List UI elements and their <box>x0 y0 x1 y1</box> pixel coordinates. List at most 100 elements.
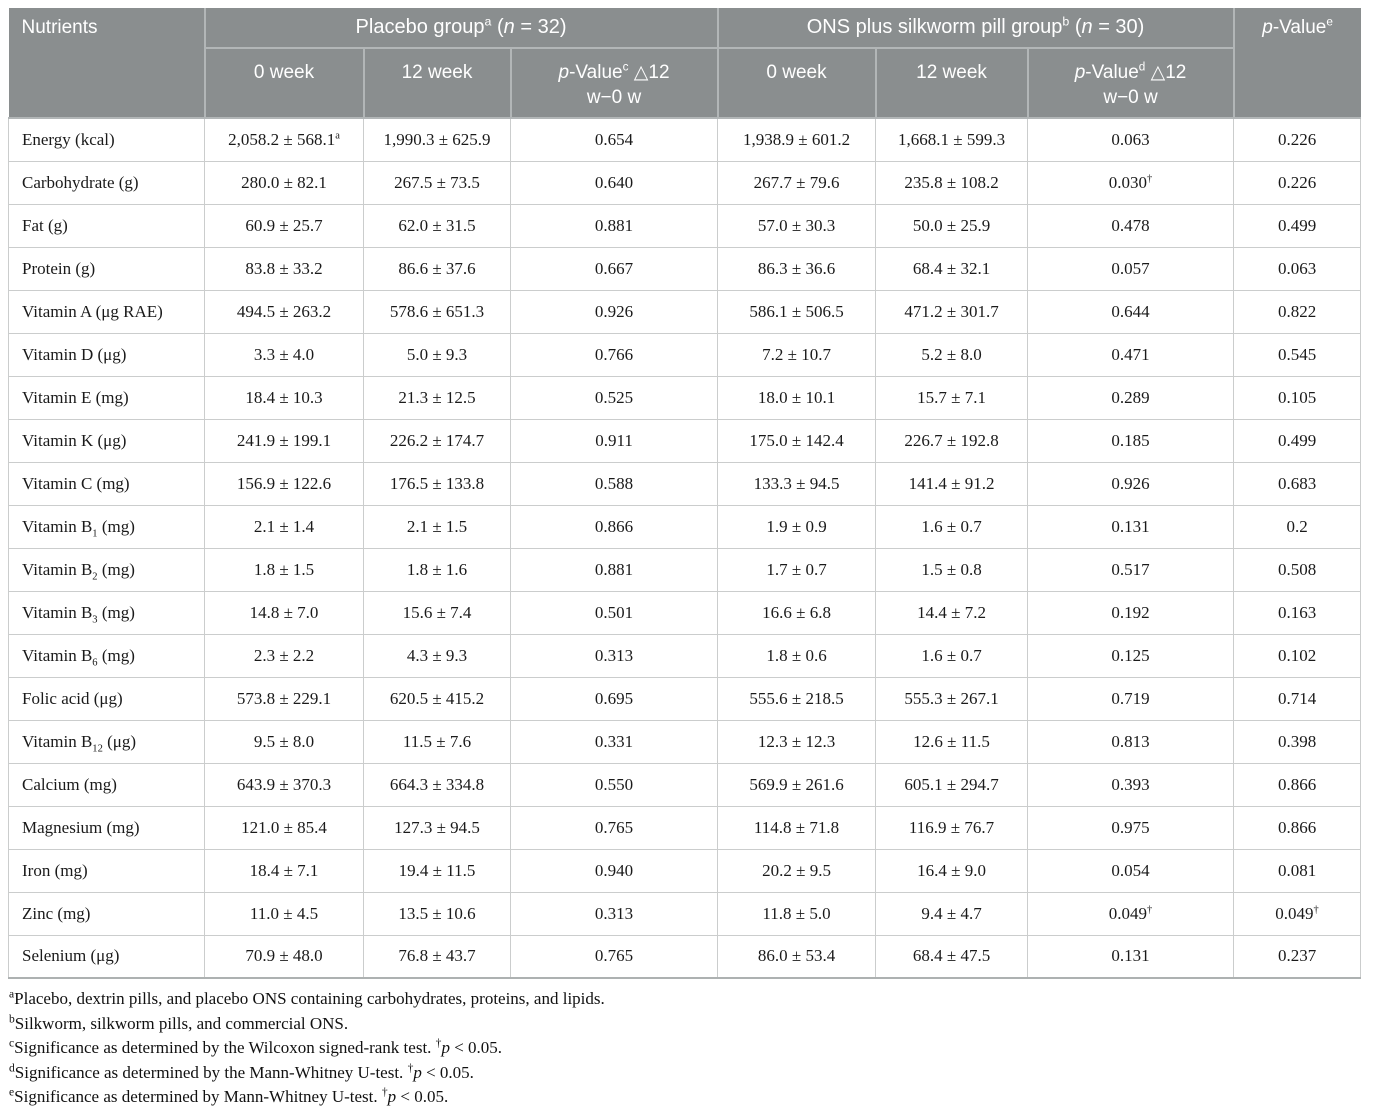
value-cell: 664.3 ± 334.8 <box>363 762 511 807</box>
value-cell: 15.6 ± 7.4 <box>363 590 511 635</box>
table-row: Folic acid (μg) 573.8 ± 229.1 620.5 ± 415.… <box>8 676 1362 721</box>
value-cell: 226.2 ± 174.7 <box>363 418 511 463</box>
value-cell: 267.5 ± 73.5 <box>363 160 511 205</box>
value-cell: 156.9 ± 122.6 <box>204 461 364 506</box>
header-pvalue-overall: p-Valuee <box>1232 8 1361 119</box>
table-row: Vitamin D (μg) 3.3 ± 4.0 5.0 ± 9.3 0.766 7.2… <box>8 332 1362 377</box>
footnote-marker: a <box>9 987 15 1001</box>
value-cell: 0.049† <box>1233 891 1362 936</box>
subheader-line1: 0 week <box>719 60 875 85</box>
nutrient-label: Folic acid (μg) <box>8 676 205 721</box>
value-cell: 0.766 <box>509 332 719 377</box>
value-cell: 4.3 ± 9.3 <box>363 633 511 678</box>
subheader-line2: w−0 w <box>1103 87 1158 108</box>
value-cell: 0.714 <box>1233 676 1362 721</box>
value-cell: 16.4 ± 9.0 <box>875 848 1029 893</box>
value-cell: 50.0 ± 25.9 <box>875 203 1029 248</box>
value-cell: 0.654 <box>509 117 719 162</box>
footnote-marker: e <box>9 1085 15 1099</box>
header-nutrients-label: Nutrients <box>21 17 98 38</box>
value-cell: 18.4 ± 7.1 <box>204 848 364 893</box>
subheader-0week-ons: 0 week <box>716 47 877 119</box>
subheader-line1: p-Valuec △12 <box>512 60 717 85</box>
value-cell: 121.0 ± 85.4 <box>204 805 364 850</box>
value-cell: 0.550 <box>509 762 719 807</box>
footnote-c: cSignificance as determined by the Wilco… <box>9 1036 1360 1061</box>
table-row: Energy (kcal) 2,058.2 ± 568.1a 1,990.3 ± 6… <box>8 117 1362 162</box>
table-row: Fat (g) 60.9 ± 25.7 62.0 ± 31.5 0.881 57.0 ±… <box>8 203 1362 248</box>
value-cell: 86.0 ± 53.4 <box>717 934 877 979</box>
subheader-12week-ons: 12 week <box>874 47 1029 119</box>
group-placebo-count: = 32) <box>514 16 567 38</box>
footnote-b: bSilkworm, silkworm pills, and commercia… <box>9 1012 1360 1037</box>
value-cell: 9.4 ± 4.7 <box>875 891 1029 936</box>
footnote-marker: d <box>9 1060 15 1074</box>
value-cell: 0.640 <box>509 160 719 205</box>
value-cell: 0.588 <box>509 461 719 506</box>
table-row: Vitamin K (μg) 241.9 ± 199.1 226.2 ± 174.7… <box>8 418 1362 463</box>
value-cell: 0.881 <box>509 547 719 592</box>
value-cell: 0.525 <box>509 375 719 420</box>
footnote-text: Significance as determined by the Wilcox… <box>14 1038 436 1057</box>
value-cell: 605.1 ± 294.7 <box>875 762 1029 807</box>
group-ons-paren: ( <box>1069 16 1082 38</box>
value-cell: 21.3 ± 12.5 <box>363 375 511 420</box>
value-cell: 133.3 ± 94.5 <box>717 461 877 506</box>
footnote-marker: b <box>9 1011 15 1025</box>
footnote-a: aPlacebo, dextrin pills, and placebo ONS… <box>9 987 1360 1012</box>
value-cell: 1.5 ± 0.8 <box>875 547 1029 592</box>
table-row: Calcium (mg) 643.9 ± 370.3 664.3 ± 334.8 0.… <box>8 762 1362 807</box>
subheader-line1: 0 week <box>206 60 363 85</box>
value-cell: 0.644 <box>1027 289 1235 334</box>
value-cell: 11.5 ± 7.6 <box>363 719 511 764</box>
footnote-p: p <box>413 1062 422 1082</box>
value-cell: 5.2 ± 8.0 <box>875 332 1029 377</box>
value-cell: 267.7 ± 79.6 <box>717 160 877 205</box>
value-cell: 586.1 ± 506.5 <box>717 289 877 334</box>
subheader-0week-placebo: 0 week <box>203 47 365 119</box>
value-cell: 0.926 <box>509 289 719 334</box>
nutrient-label: Selenium (μg) <box>8 934 205 979</box>
subheader-12week-placebo: 12 week <box>362 47 512 119</box>
value-cell: 226.7 ± 192.8 <box>875 418 1029 463</box>
footnote-dagger: † <box>407 1060 414 1074</box>
value-cell: 573.8 ± 229.1 <box>204 676 364 721</box>
subheader-label: 0 week <box>253 62 315 83</box>
value-cell: 114.8 ± 71.8 <box>717 805 877 850</box>
value-cell: 0.226 <box>1233 160 1362 205</box>
nutrient-label: Magnesium (mg) <box>8 805 205 850</box>
header-nutrients: Nutrients <box>8 8 206 119</box>
value-cell: 127.3 ± 94.5 <box>363 805 511 850</box>
value-cell: 0.881 <box>509 203 719 248</box>
footnote-p: p <box>387 1087 397 1106</box>
table-row: Zinc (mg) 11.0 ± 4.5 13.5 ± 10.6 0.313 11.8 … <box>8 891 1362 936</box>
header-group-ons: ONS plus silkworm pill groupb (n = 30) <box>716 8 1235 49</box>
value-cell: 555.6 ± 218.5 <box>717 676 877 721</box>
value-cell: 13.5 ± 10.6 <box>363 891 511 936</box>
nutrient-label: Vitamin C (mg) <box>8 461 205 506</box>
group-placebo-label: Placebo group <box>355 16 485 38</box>
footnote-tail: < 0.05. <box>396 1087 449 1106</box>
value-cell: 1.8 ± 1.6 <box>363 547 511 592</box>
value-cell: 1,990.3 ± 625.9 <box>363 117 511 162</box>
value-cell: 0.131 <box>1027 504 1235 549</box>
value-cell: 68.4 ± 32.1 <box>875 246 1029 291</box>
value-cell: 0.226 <box>1233 117 1362 162</box>
value-cell: 1.6 ± 0.7 <box>875 633 1029 678</box>
value-cell: 0.105 <box>1233 375 1362 420</box>
value-cell: 83.8 ± 33.2 <box>204 246 364 291</box>
value-cell: 555.3 ± 267.1 <box>875 676 1029 721</box>
footnote-text: Significance as determined by the Mann-W… <box>14 1062 408 1082</box>
value-cell: 1,668.1 ± 599.3 <box>875 117 1029 162</box>
table-body: Energy (kcal) 2,058.2 ± 568.1a 1,990.3 ± 6… <box>8 117 1362 979</box>
footnote-text: Placebo, dextrin pills, and placebo ONS … <box>14 989 605 1008</box>
value-cell: 2,058.2 ± 568.1a <box>204 117 364 162</box>
subheader-sup: c <box>622 60 629 74</box>
subheader-line1: p-Valued △12 <box>1029 60 1233 85</box>
subheader-row: 0 week 12 week p-Valuec △12 w−0 w 0 week… <box>9 47 1361 119</box>
value-cell: 235.8 ± 108.2 <box>875 160 1029 205</box>
value-cell: 0.499 <box>1233 203 1362 248</box>
table-row: Vitamin A (μg RAE) 494.5 ± 263.2 578.6 ± 6… <box>8 289 1362 334</box>
table-header: Nutrients Placebo groupa (n = 32) ONS pl… <box>8 8 1361 119</box>
